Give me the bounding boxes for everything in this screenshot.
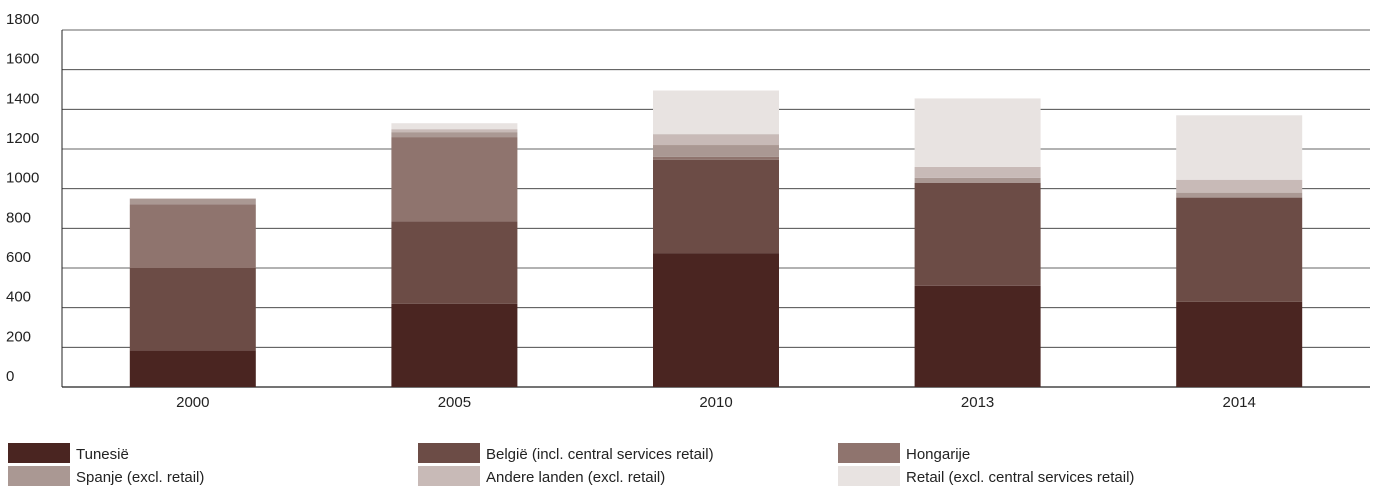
bar-2010-series-0 <box>653 253 779 387</box>
bar-2014-series-4 <box>1176 179 1303 193</box>
legend: Tunesië België (incl. central services re… <box>8 443 1134 486</box>
legend-item: Retail (excl. central services retail) <box>838 466 1134 486</box>
bar-2010-series-2 <box>653 156 779 160</box>
x-tick-label: 2013 <box>961 394 994 411</box>
legend-item: Hongarije <box>838 443 970 463</box>
legend-item: België (incl. central services retail) <box>418 443 714 463</box>
bar-2014-series-0 <box>1176 301 1303 387</box>
bar-2000-series-2 <box>129 204 256 268</box>
x-tick-label: 2005 <box>438 394 471 411</box>
legend-item: Andere landen (excl. retail) <box>418 466 665 486</box>
legend-label: Hongarije <box>906 446 970 463</box>
x-tick-label: 2014 <box>1223 394 1256 411</box>
y-tick-label: 0 <box>6 368 14 385</box>
y-tick-label: 1800 <box>6 11 39 28</box>
legend-label: Spanje (excl. retail) <box>76 469 204 486</box>
legend-label: Andere landen (excl. retail) <box>486 469 665 486</box>
bar-2010-series-5 <box>653 90 779 135</box>
y-tick-label: 800 <box>6 209 31 226</box>
bar-2005-series-2 <box>391 137 518 222</box>
bar-2005-series-3 <box>391 132 518 138</box>
y-tick-label: 200 <box>6 328 31 345</box>
y-tick-label: 1600 <box>6 51 39 68</box>
bar-2013-series-5 <box>914 98 1041 167</box>
bar-2013-series-1 <box>914 182 1041 286</box>
legend-swatch <box>838 443 900 463</box>
bar-2000-series-1 <box>129 268 256 351</box>
x-axis-tick-labels: 2000 2005 2010 2013 2014 <box>176 394 1256 411</box>
legend-swatch <box>8 466 70 486</box>
bar-2010-series-1 <box>653 159 779 254</box>
legend-item: Spanje (excl. retail) <box>8 466 204 486</box>
bar-2005-series-5 <box>391 123 518 130</box>
y-tick-label: 1200 <box>6 130 39 147</box>
bar-2010-series-3 <box>653 145 779 157</box>
y-tick-label: 1000 <box>6 170 39 187</box>
bar-2000-series-0 <box>129 350 256 387</box>
y-tick-label: 400 <box>6 289 31 306</box>
y-tick-label: 1400 <box>6 90 39 107</box>
bar-2014-series-1 <box>1176 197 1303 302</box>
x-tick-label: 2010 <box>699 394 732 411</box>
bar-2000-series-3 <box>129 198 256 205</box>
legend-swatch <box>838 466 900 486</box>
bar-2013-series-3 <box>914 177 1041 183</box>
x-tick-label: 2000 <box>176 394 209 411</box>
bar-2005-series-1 <box>391 221 518 304</box>
bar-2014-series-3 <box>1176 192 1303 198</box>
y-tick-label: 600 <box>6 249 31 266</box>
legend-swatch <box>8 443 70 463</box>
legend-label: België (incl. central services retail) <box>486 446 714 463</box>
bar-2010-series-4 <box>653 134 779 146</box>
bar-2013-series-0 <box>914 285 1041 387</box>
legend-label: Tunesië <box>76 446 129 463</box>
bar-2005-series-0 <box>391 303 518 387</box>
bars <box>129 90 1303 387</box>
legend-swatch <box>418 443 480 463</box>
bar-2005-series-4 <box>391 129 518 133</box>
bar-2013-series-4 <box>914 166 1041 178</box>
legend-swatch <box>418 466 480 486</box>
legend-label: Retail (excl. central services retail) <box>906 469 1134 486</box>
bar-2014-series-5 <box>1176 115 1303 180</box>
y-axis-tick-labels: 0 200 400 600 800 1000 1200 1400 1600 1800 <box>6 11 39 385</box>
legend-item: Tunesië <box>8 443 129 463</box>
